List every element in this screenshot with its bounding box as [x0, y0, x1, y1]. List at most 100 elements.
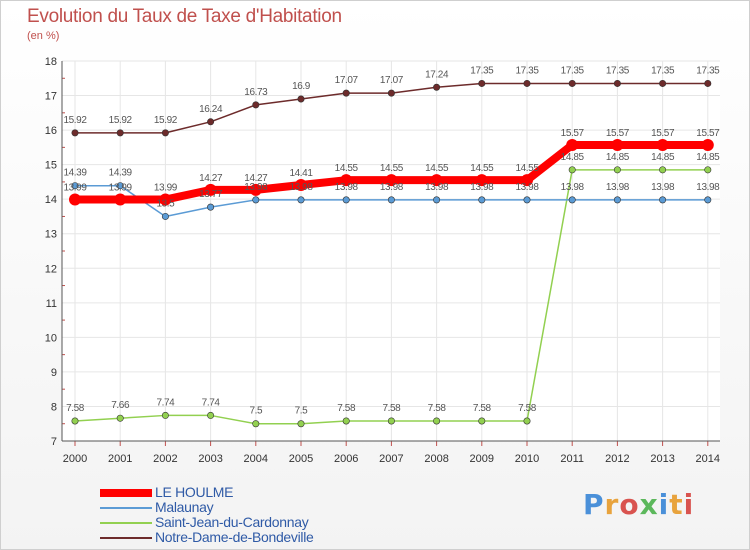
- logo-letter: P: [583, 488, 605, 521]
- data-point: [701, 138, 714, 151]
- data-point: [71, 182, 79, 190]
- data-label: 7.66: [111, 400, 130, 411]
- data-label: 17.24: [425, 69, 449, 80]
- data-point: [523, 417, 531, 425]
- data-point: [611, 138, 624, 151]
- x-tick-label: 2006: [334, 453, 358, 465]
- data-point: [704, 79, 712, 87]
- x-tick-label: 2011: [560, 453, 584, 465]
- data-label: 16.73: [244, 87, 268, 98]
- data-point: [69, 193, 81, 206]
- data-label: 7.58: [337, 403, 356, 414]
- data-point: [478, 196, 486, 204]
- x-tick-label: 2003: [198, 453, 222, 465]
- y-tick-label: 9: [51, 367, 57, 379]
- logo-letter: x: [639, 488, 659, 521]
- data-point: [342, 417, 350, 425]
- x-tick-label: 2007: [379, 453, 403, 465]
- data-point: [204, 183, 217, 196]
- x-tick-label: 2008: [424, 453, 448, 465]
- logo-letter: t: [669, 488, 684, 521]
- data-point: [161, 129, 169, 137]
- data-label: 17.35: [515, 65, 539, 76]
- y-tick-label: 10: [45, 332, 57, 344]
- data-point: [297, 196, 305, 204]
- y-tick-label: 17: [45, 91, 57, 103]
- data-point: [161, 212, 169, 220]
- x-tick-label: 2012: [605, 453, 629, 465]
- data-point: [159, 193, 172, 206]
- data-label: 17.07: [380, 75, 404, 86]
- data-label: 13.98: [470, 182, 494, 193]
- data-point: [207, 203, 215, 211]
- y-tick-label: 14: [45, 194, 57, 206]
- logo-letter: i: [683, 488, 695, 521]
- data-label: 13.5: [156, 198, 175, 209]
- legend-swatch: [100, 489, 152, 497]
- chart-title: Evolution du Taux de Taxe d'Habitation: [27, 6, 342, 27]
- y-tick-label: 15: [45, 160, 57, 172]
- y-tick-label: 16: [45, 125, 57, 137]
- data-label: 16.24: [199, 104, 223, 115]
- data-label: 13.98: [515, 182, 539, 193]
- data-label: 14.55: [515, 163, 539, 174]
- data-label: 14.55: [335, 163, 359, 174]
- data-point: [387, 196, 395, 204]
- y-tick-label: 7: [51, 436, 57, 448]
- data-label: 7.58: [382, 403, 401, 414]
- data-label: 15.57: [606, 128, 630, 139]
- data-point: [523, 79, 531, 87]
- logo-letter: r: [604, 488, 620, 521]
- data-point: [71, 417, 79, 425]
- data-point: [475, 174, 488, 187]
- data-point: [659, 79, 667, 87]
- data-label: 13.99: [63, 183, 87, 194]
- legend-label: Malaunay: [155, 499, 214, 515]
- data-label: 13.98: [289, 182, 313, 193]
- data-label: 15.57: [651, 128, 675, 139]
- data-point: [659, 196, 667, 204]
- logo-letter: i: [658, 488, 670, 521]
- data-label: 17.35: [470, 65, 494, 76]
- data-label: 17.35: [561, 65, 585, 76]
- data-label: 17.35: [606, 65, 630, 76]
- data-point: [387, 417, 395, 425]
- data-label: 16.9: [292, 81, 311, 92]
- data-label: 13.99: [154, 183, 178, 194]
- data-label: 14.85: [561, 152, 585, 163]
- data-point: [252, 420, 260, 428]
- data-point: [207, 411, 215, 419]
- data-point: [71, 129, 79, 137]
- x-tick-label: 2009: [470, 453, 494, 465]
- data-point: [114, 193, 127, 206]
- data-point: [340, 174, 353, 187]
- data-point: [297, 95, 305, 103]
- legend-swatch: [100, 537, 152, 539]
- data-point: [433, 83, 441, 91]
- data-point: [568, 79, 576, 87]
- data-point: [297, 420, 305, 428]
- data-label: 13.98: [696, 182, 720, 193]
- data-point: [116, 129, 124, 137]
- data-point: [433, 196, 441, 204]
- data-label: 14.39: [63, 168, 87, 179]
- data-point: [207, 118, 215, 126]
- chart-subtitle: (en %): [27, 30, 60, 42]
- data-label: 15.57: [561, 128, 585, 139]
- proxiti-logo: Proxiti: [583, 488, 694, 521]
- data-label: 14.85: [606, 152, 630, 163]
- data-point: [116, 182, 124, 190]
- data-point: [659, 166, 667, 174]
- y-tick-label: 13: [45, 229, 57, 241]
- data-point: [342, 196, 350, 204]
- data-label: 14.55: [380, 163, 404, 174]
- logo-letter: o: [619, 488, 640, 521]
- data-label: 14.85: [651, 152, 675, 163]
- data-label: 7.74: [202, 397, 221, 408]
- data-label: 14.55: [425, 163, 449, 174]
- data-point: [613, 166, 621, 174]
- data-point: [704, 196, 712, 204]
- y-tick-label: 11: [46, 298, 57, 310]
- data-label: 7.58: [66, 403, 85, 414]
- data-label: 14.27: [244, 173, 268, 184]
